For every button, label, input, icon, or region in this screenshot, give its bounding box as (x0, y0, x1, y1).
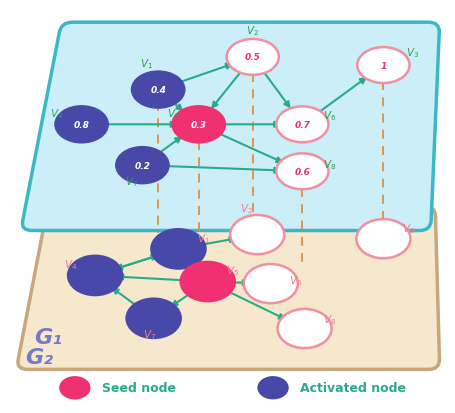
Ellipse shape (243, 264, 297, 304)
Text: $V_7$: $V_7$ (142, 327, 155, 341)
Text: 0.4: 0.4 (150, 86, 166, 95)
Ellipse shape (258, 377, 287, 399)
Ellipse shape (172, 107, 224, 143)
Text: 1: 1 (379, 62, 386, 70)
Ellipse shape (356, 220, 410, 259)
Text: Seed node: Seed node (101, 381, 176, 394)
Ellipse shape (357, 48, 409, 84)
Ellipse shape (116, 148, 168, 184)
Text: $V_4$: $V_4$ (50, 107, 63, 121)
Ellipse shape (56, 107, 107, 143)
Text: $V_7$: $V_7$ (124, 174, 137, 188)
Text: 0.3: 0.3 (190, 121, 206, 130)
Ellipse shape (60, 377, 89, 399)
Text: G₂: G₂ (25, 347, 53, 367)
Text: $V_4$: $V_4$ (64, 258, 77, 272)
Text: $V_2$: $V_2$ (246, 24, 259, 38)
Ellipse shape (151, 230, 205, 269)
Text: $V_5$: $V_5$ (226, 264, 238, 278)
Text: $V_8$: $V_8$ (322, 313, 335, 327)
Ellipse shape (180, 262, 234, 301)
Text: $V_1$: $V_1$ (196, 231, 209, 245)
Text: $V_3$: $V_3$ (405, 46, 418, 60)
Text: 0.8: 0.8 (74, 121, 89, 130)
Ellipse shape (226, 40, 278, 76)
Text: $V_2$: $V_2$ (239, 202, 252, 216)
Ellipse shape (277, 309, 331, 348)
Text: $V_5$: $V_5$ (167, 107, 180, 121)
Text: $V_1$: $V_1$ (140, 57, 153, 71)
Text: $V_6$: $V_6$ (288, 273, 302, 287)
Ellipse shape (68, 256, 122, 295)
Text: $V_8$: $V_8$ (322, 158, 335, 172)
Ellipse shape (230, 216, 283, 254)
Text: Activated node: Activated node (299, 381, 405, 394)
Text: $V_3$: $V_3$ (401, 221, 414, 235)
PathPatch shape (22, 23, 438, 231)
Ellipse shape (132, 72, 184, 108)
Ellipse shape (126, 299, 180, 338)
Text: G₁: G₁ (34, 327, 62, 347)
Ellipse shape (276, 154, 328, 190)
Text: 0.7: 0.7 (294, 121, 309, 130)
Text: 0.5: 0.5 (244, 53, 260, 62)
Ellipse shape (276, 107, 328, 143)
Text: 0.2: 0.2 (134, 161, 150, 170)
Text: $V_6$: $V_6$ (322, 109, 335, 123)
PathPatch shape (18, 206, 439, 370)
Text: 0.6: 0.6 (294, 167, 309, 176)
